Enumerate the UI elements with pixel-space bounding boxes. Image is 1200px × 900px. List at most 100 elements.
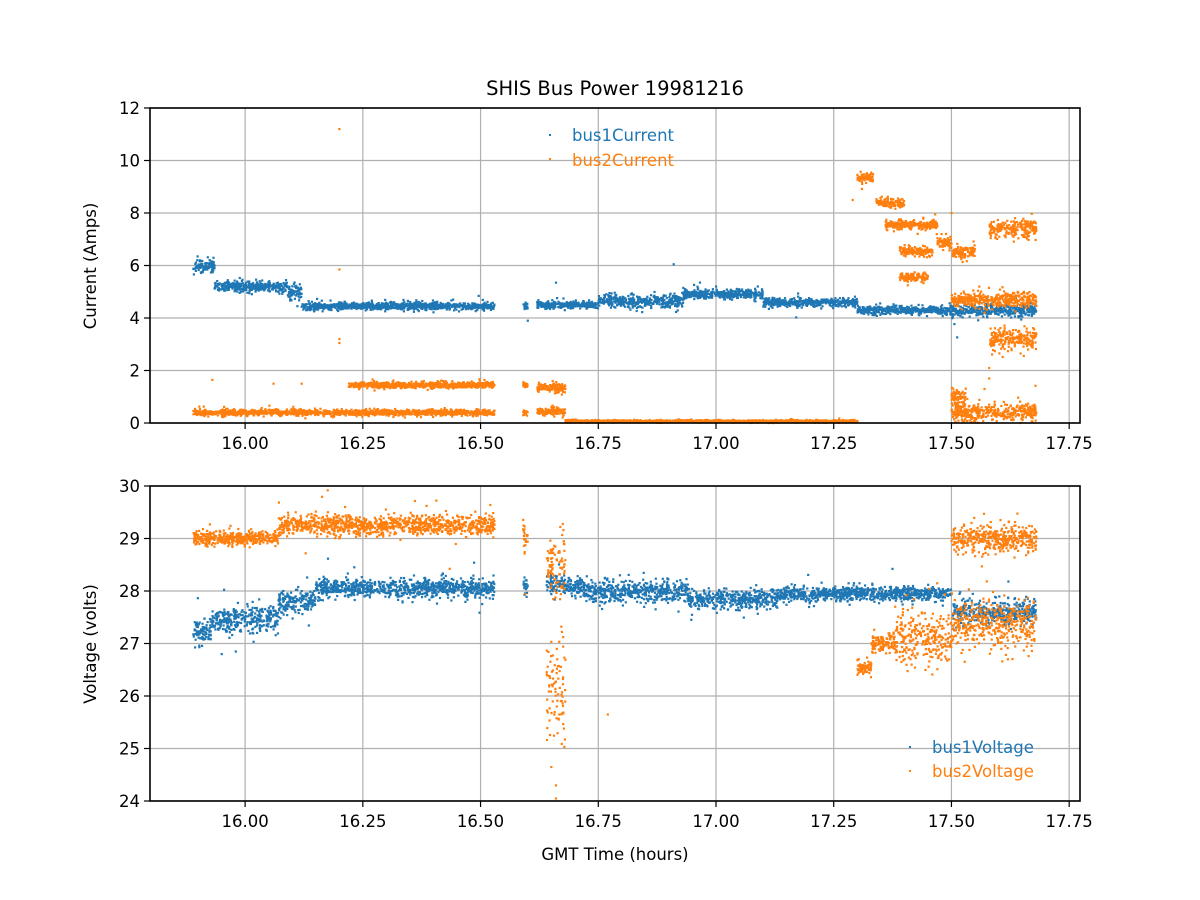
data-point xyxy=(552,307,555,310)
data-point xyxy=(271,288,274,291)
data-point xyxy=(991,310,994,313)
data-point xyxy=(420,307,423,310)
data-point xyxy=(552,303,555,306)
data-point xyxy=(544,307,547,311)
data-point xyxy=(915,308,919,312)
data-point xyxy=(754,289,757,292)
data-point xyxy=(247,283,250,287)
data-point xyxy=(286,285,289,288)
data-point xyxy=(704,297,707,300)
data-point xyxy=(768,302,771,305)
data-point xyxy=(668,299,671,302)
data-point xyxy=(220,283,223,286)
data-point xyxy=(361,415,364,418)
data-point xyxy=(572,300,575,303)
data-point xyxy=(441,306,444,309)
data-point xyxy=(312,308,316,311)
data-point xyxy=(256,285,259,289)
data-point xyxy=(717,291,720,294)
data-point xyxy=(778,303,781,306)
data-point xyxy=(212,262,215,265)
data-point xyxy=(887,309,890,313)
data-point xyxy=(297,295,300,298)
data-point xyxy=(218,282,221,285)
data-point xyxy=(729,296,732,299)
data-point xyxy=(380,412,383,415)
data-point xyxy=(301,303,304,306)
data-point xyxy=(951,307,954,310)
data-point xyxy=(412,310,415,313)
data-point xyxy=(439,304,442,307)
data-point xyxy=(450,306,453,309)
data-point xyxy=(322,304,325,307)
data-point xyxy=(706,289,709,292)
data-point xyxy=(674,304,677,308)
data-point xyxy=(629,293,632,296)
data-point xyxy=(389,301,392,304)
data-point xyxy=(436,300,439,303)
data-point xyxy=(765,297,768,300)
data-point xyxy=(597,295,601,298)
data-point xyxy=(263,289,266,292)
data-point xyxy=(585,301,588,304)
data-point xyxy=(771,301,775,304)
data-point xyxy=(194,261,197,264)
data-point xyxy=(667,303,670,306)
data-point xyxy=(746,295,749,298)
data-point xyxy=(268,287,271,290)
data-point xyxy=(655,302,658,305)
data-point xyxy=(840,305,843,308)
data-point xyxy=(799,300,802,303)
data-point xyxy=(810,298,813,301)
data-point xyxy=(715,285,718,288)
data-point xyxy=(761,290,764,293)
data-point xyxy=(299,286,302,289)
data-point xyxy=(1010,309,1013,312)
data-point xyxy=(691,292,694,295)
data-point xyxy=(368,305,371,308)
data-point xyxy=(292,405,295,408)
data-point xyxy=(204,262,207,265)
data-point xyxy=(636,295,639,298)
data-point xyxy=(450,299,453,302)
data-point xyxy=(603,294,606,297)
data-point xyxy=(371,308,374,311)
data-point xyxy=(930,310,933,313)
data-point xyxy=(996,313,999,316)
data-point xyxy=(262,415,265,418)
data-point xyxy=(391,302,394,305)
data-point xyxy=(753,299,756,302)
data-point xyxy=(537,299,540,302)
data-point xyxy=(549,305,552,308)
data-point xyxy=(800,306,803,309)
data-point xyxy=(963,307,966,311)
data-point xyxy=(720,292,723,295)
data-point xyxy=(754,287,757,290)
data-point xyxy=(275,282,278,285)
data-point xyxy=(838,297,841,300)
data-point xyxy=(248,292,251,295)
data-point xyxy=(567,301,570,305)
data-point xyxy=(483,306,486,309)
data-point xyxy=(381,305,384,308)
data-point xyxy=(194,266,197,269)
data-point xyxy=(408,305,411,308)
data-point xyxy=(672,294,675,297)
data-point xyxy=(733,290,736,293)
data-point xyxy=(731,298,734,301)
data-point xyxy=(288,287,291,290)
data-point xyxy=(256,283,259,286)
data-point xyxy=(238,276,241,280)
data-point xyxy=(750,291,753,294)
data-point xyxy=(860,312,863,315)
data-point xyxy=(844,301,848,304)
data-point xyxy=(480,306,483,309)
data-point xyxy=(630,299,633,302)
data-point xyxy=(1017,315,1020,318)
data-point xyxy=(609,298,612,301)
data-point xyxy=(313,407,317,410)
data-point xyxy=(836,298,839,301)
data-point xyxy=(226,280,229,284)
data-point xyxy=(650,299,653,302)
data-point xyxy=(709,293,712,296)
